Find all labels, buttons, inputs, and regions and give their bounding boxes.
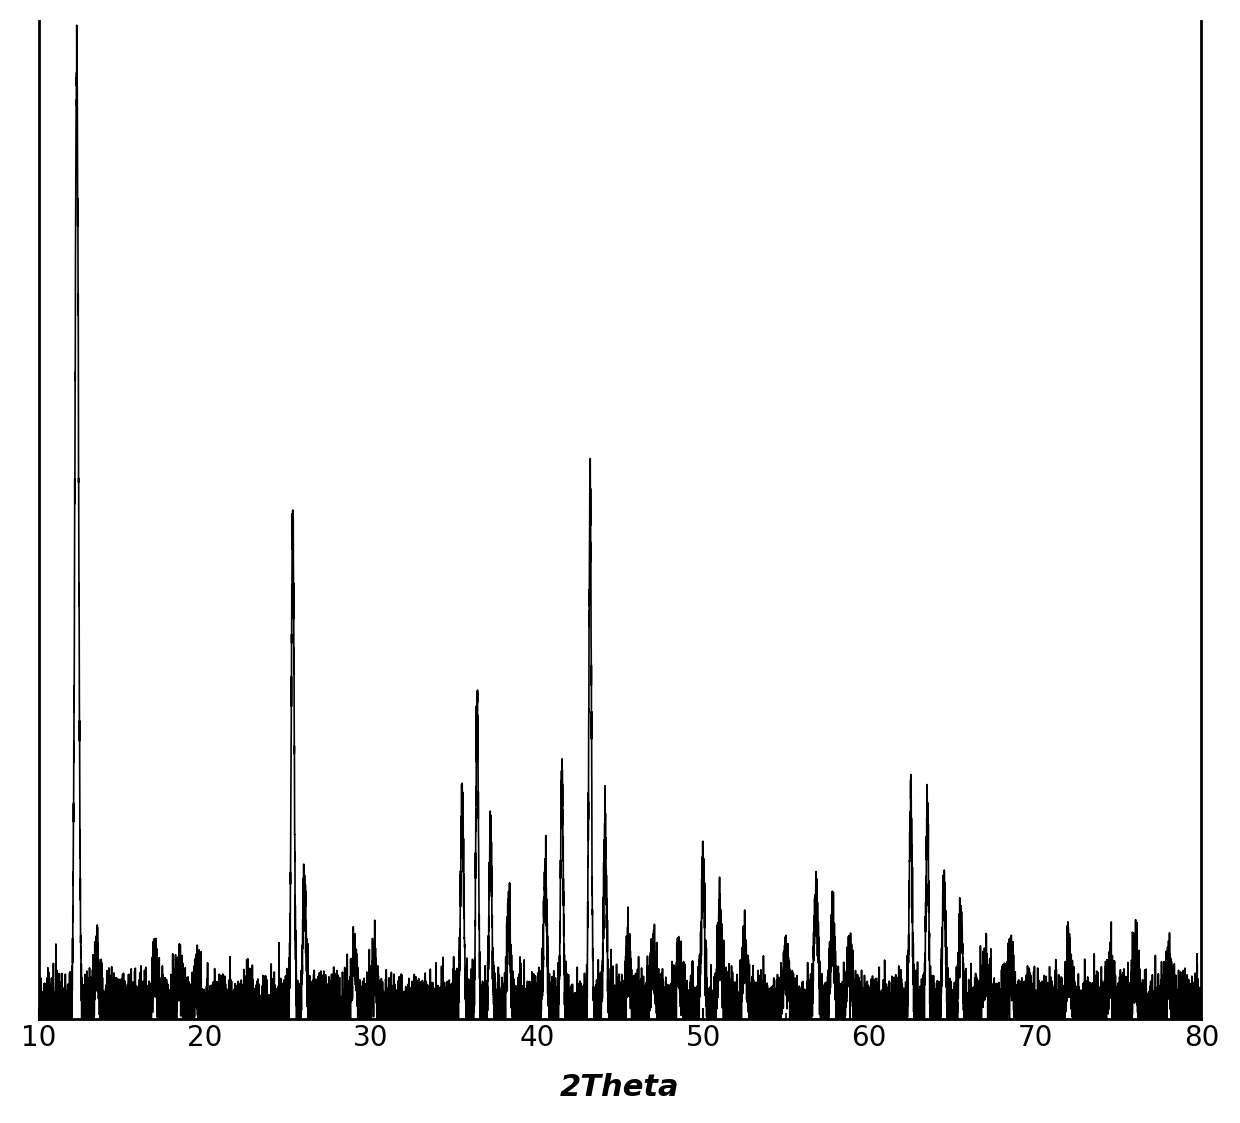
X-axis label: 2Theta: 2Theta <box>560 1074 680 1102</box>
